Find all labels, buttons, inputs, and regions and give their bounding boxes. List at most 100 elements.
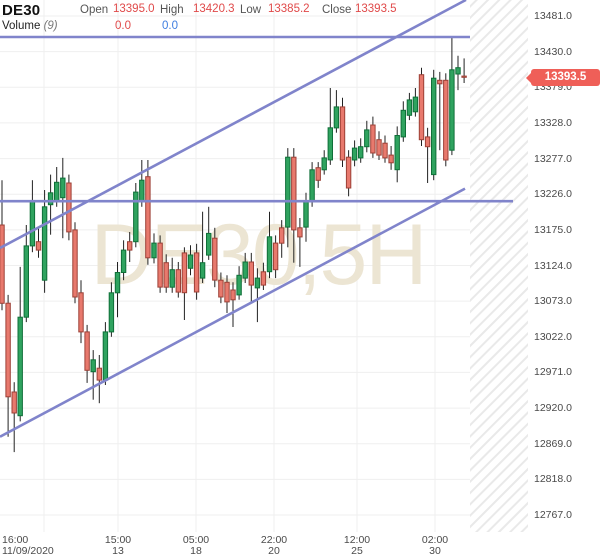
candle-body bbox=[260, 271, 267, 286]
close-value: 13393.5 bbox=[355, 3, 397, 15]
price-tick-label: 13328.0 bbox=[534, 117, 572, 129]
candle-body bbox=[351, 147, 358, 161]
candle-body bbox=[412, 96, 419, 113]
candle-body bbox=[224, 281, 230, 303]
last-price-badge: 13393.5 bbox=[526, 69, 600, 86]
candle-body bbox=[133, 191, 139, 243]
candle-body bbox=[376, 139, 382, 156]
candle-body bbox=[181, 252, 188, 294]
candle-body bbox=[90, 359, 96, 373]
trend-line bbox=[0, 187, 466, 438]
candle-body bbox=[297, 227, 303, 238]
candle-body bbox=[303, 201, 309, 228]
open-label: Open bbox=[80, 4, 109, 16]
volume-label: Volume bbox=[2, 20, 41, 32]
price-tick-label: 12869.0 bbox=[534, 438, 572, 450]
candle-body bbox=[272, 242, 279, 271]
candle-body bbox=[23, 245, 30, 318]
candle-body bbox=[370, 124, 376, 154]
volume-indicator-row: Volume (9) 0.0 0.0 bbox=[0, 20, 601, 34]
time-tick-label: 02:00 30 bbox=[421, 534, 449, 557]
candle-body bbox=[17, 316, 23, 417]
candle-body bbox=[400, 109, 407, 138]
candle-body bbox=[345, 156, 352, 189]
symbol-watermark: DE30,5H bbox=[91, 207, 426, 303]
candle-body bbox=[266, 236, 273, 273]
candle-body bbox=[431, 77, 437, 176]
candle-body bbox=[236, 274, 242, 296]
candle-body bbox=[54, 181, 60, 203]
candle-body bbox=[388, 154, 394, 164]
candle-body bbox=[187, 254, 194, 269]
price-tick-label: 13175.0 bbox=[534, 224, 572, 236]
candle-body bbox=[193, 252, 200, 293]
candle-body bbox=[78, 292, 84, 333]
high-label: High bbox=[160, 4, 184, 16]
candle-body bbox=[449, 69, 455, 151]
candle-body bbox=[394, 135, 400, 171]
close-label: Close bbox=[322, 4, 352, 16]
candle-body bbox=[321, 157, 327, 171]
candle-body bbox=[29, 201, 36, 247]
candle-body bbox=[84, 331, 90, 371]
trend-line bbox=[0, 0, 467, 250]
price-tick-label: 12971.0 bbox=[534, 366, 572, 378]
candle-body bbox=[358, 146, 364, 159]
candle-body bbox=[157, 242, 163, 288]
volume-value-red: 0.0 bbox=[115, 20, 131, 32]
time-tick-label: 16:00 11/09/2020 bbox=[2, 534, 54, 557]
candle-body bbox=[437, 79, 443, 85]
price-tick-label: 13226.0 bbox=[534, 188, 572, 200]
candle-body bbox=[242, 261, 248, 279]
candle-body bbox=[169, 269, 175, 288]
candle-body bbox=[35, 241, 42, 251]
candle-body bbox=[163, 262, 169, 288]
time-tick-label: 22:00 20 bbox=[260, 534, 288, 557]
price-tick-label: 13481.0 bbox=[534, 10, 572, 22]
candle-body bbox=[60, 177, 66, 199]
candle-body bbox=[327, 127, 334, 161]
badge-price: 13393.5 bbox=[544, 71, 587, 83]
candle-body bbox=[120, 249, 127, 274]
price-tick-label: 12920.0 bbox=[534, 402, 572, 414]
candle-body bbox=[114, 272, 121, 294]
candle-body bbox=[212, 237, 218, 281]
volume-value-blue: 0.0 bbox=[162, 20, 178, 32]
candle-body bbox=[339, 106, 346, 161]
candle-body bbox=[175, 269, 182, 293]
candle-body bbox=[151, 242, 157, 259]
price-tick-label: 13277.0 bbox=[534, 153, 572, 165]
time-tick-label: 15:00 13 bbox=[104, 534, 132, 557]
candle-body bbox=[443, 79, 449, 161]
candle-body bbox=[364, 129, 370, 148]
candle-body bbox=[424, 136, 431, 148]
candle-body bbox=[461, 75, 467, 78]
badge-arrow bbox=[526, 72, 531, 83]
candle-body bbox=[218, 279, 224, 298]
volume-period: (9) bbox=[43, 20, 58, 32]
candle-body bbox=[41, 206, 48, 281]
candle-body bbox=[230, 289, 236, 301]
candle-body bbox=[418, 74, 425, 141]
candle-body bbox=[0, 224, 5, 304]
low-value: 13385.2 bbox=[268, 3, 310, 15]
candle-body bbox=[145, 176, 151, 259]
time-tick-label: 12:00 25 bbox=[343, 534, 371, 557]
no-data-hatch bbox=[470, 0, 528, 532]
time-tick-label: 05:00 18 bbox=[182, 534, 210, 557]
candle-body bbox=[285, 156, 291, 228]
open-value: 13395.0 bbox=[113, 3, 155, 15]
candle-body bbox=[291, 156, 297, 231]
price-tick-label: 12818.0 bbox=[534, 473, 572, 485]
high-value: 13420.3 bbox=[193, 3, 235, 15]
candle-body bbox=[254, 277, 261, 289]
price-tick-label: 13124.0 bbox=[534, 260, 572, 272]
candle-body bbox=[248, 261, 255, 286]
symbol-label: DE30 bbox=[2, 2, 41, 19]
price-tick-label: 13430.0 bbox=[534, 46, 572, 58]
candle-body bbox=[199, 262, 206, 279]
candle-body bbox=[127, 241, 133, 251]
ohlc-header: DE30 Open 13395.0 High 13420.3 Low 13385… bbox=[0, 2, 601, 19]
